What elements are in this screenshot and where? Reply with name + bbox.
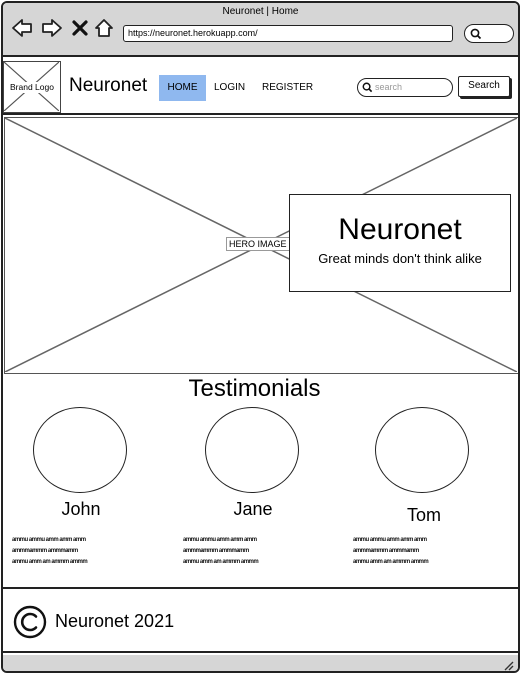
hero-section: HERO IMAGE Neuronet Great minds don't th… <box>4 117 518 374</box>
avatar-jane <box>205 407 299 493</box>
testimonial-name-tom: Tom <box>406 505 441 525</box>
forward-arrow-icon[interactable] <box>41 17 63 39</box>
address-bar[interactable]: https://neuronet.herokuapp.com/ <box>123 25 453 42</box>
footer-copyright-text: Neuronet 2021 <box>55 611 175 631</box>
testimonial-text-tom: ammu ammu amm amm amm ammmammm ammmamm a… <box>353 537 429 565</box>
close-x-icon[interactable] <box>69 17 91 39</box>
footer: Neuronet 2021 <box>3 587 518 653</box>
hero-card: Neuronet Great minds don't think alike <box>289 194 511 292</box>
avatar-tom <box>375 407 469 493</box>
copyright-icon <box>13 605 47 639</box>
search-icon <box>362 82 373 93</box>
browser-chrome: Neuronet | Home https://neuronet.herokua… <box>3 3 518 57</box>
testimonial-text-jane: ammu ammu amm amm amm ammmammm ammmamm a… <box>183 537 259 565</box>
testimonial-name-john: John <box>61 499 101 519</box>
status-bar <box>3 655 518 671</box>
hero-image-label: HERO IMAGE <box>226 237 290 251</box>
avatar-john <box>33 407 127 493</box>
nav-link-register[interactable]: REGISTER <box>262 82 314 93</box>
site-navbar: Brand Logo Neuronet HOME LOGIN REGISTER … <box>3 59 518 115</box>
home-icon[interactable] <box>93 17 115 39</box>
hero-title: Neuronet <box>338 213 462 246</box>
window-title: Neuronet | Home <box>222 6 299 17</box>
testimonial-name-jane: Jane <box>233 499 273 519</box>
search-icon <box>470 28 482 40</box>
site-search-input[interactable]: search <box>357 78 453 97</box>
brand-logo-label: Brand Logo <box>4 82 60 93</box>
hero-tagline: Great minds don't think alike <box>318 251 482 266</box>
nav-link-login[interactable]: LOGIN <box>214 82 246 93</box>
browser-search-field[interactable] <box>464 24 514 43</box>
search-button[interactable]: Search <box>458 76 510 97</box>
brand-logo[interactable]: Brand Logo <box>3 61 61 113</box>
back-arrow-icon[interactable] <box>11 17 33 39</box>
nav-link-home[interactable]: HOME <box>159 75 206 101</box>
site-name[interactable]: Neuronet <box>69 75 148 96</box>
testimonial-text-john: ammu ammu amm amm amm ammmammm ammmamm a… <box>12 537 88 565</box>
resize-handle-icon[interactable] <box>502 659 514 671</box>
testimonials-heading: Testimonials <box>188 375 321 402</box>
